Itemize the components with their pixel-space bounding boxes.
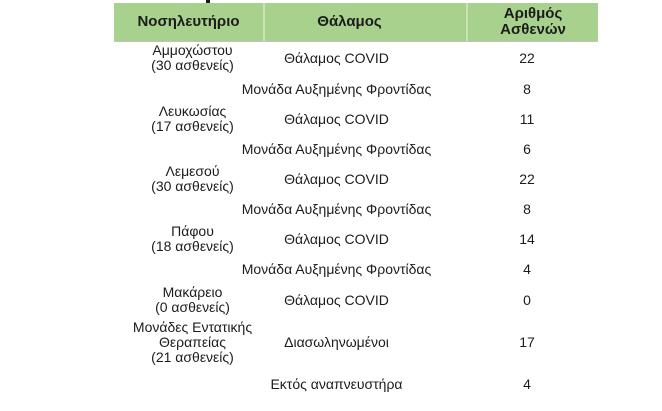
covid-hospitalizations-table: Νοσηλευτήριο Θάλαμος Αριθμός Ασθενών Αμμ… <box>114 3 598 400</box>
hospital-cell: Μακάρειο (0 ασθενείς) <box>155 284 230 315</box>
ward-cell: Θάλαμος COVID <box>284 292 389 308</box>
table-row: Μονάδες Εντατικής Θεραπείας (21 ασθενείς… <box>114 316 598 368</box>
table-row: Λευκωσίας (17 ασθενείς) Θάλαμος COVID 11 <box>114 104 598 134</box>
table-row: Μονάδα Αυξημένης Φροντίδας 4 <box>114 254 598 284</box>
count-cell: 8 <box>523 201 531 217</box>
count-cell: 14 <box>519 231 535 247</box>
table-row: Λεμεσού (30 ασθενείς) Θάλαμος COVID 22 <box>114 164 598 194</box>
table-row: Μονάδα Αυξημένης Φροντίδας 6 <box>114 134 598 164</box>
ward-cell: Μονάδα Αυξημένης Φροντίδας <box>241 81 432 97</box>
ward-cell: Μονάδα Αυξημένης Φροντίδας <box>241 201 432 217</box>
count-cell: 6 <box>523 141 531 157</box>
ward-cell: Μονάδα Αυξημένης Φροντίδας <box>241 141 432 157</box>
count-cell: 22 <box>519 50 535 66</box>
header-hospital-label: Νοσηλευτήριο <box>137 13 240 30</box>
table-row: Μονάδα Αυξημένης Φροντίδας 8 <box>114 194 598 224</box>
header-count-label: Αριθμός Ασθενών <box>500 5 566 38</box>
count-cell: 22 <box>519 171 535 187</box>
table-row: Μονάδα Αυξημένης Φροντίδας 8 <box>114 74 598 104</box>
hospital-cell: Λευκωσίας (17 ασθενείς) <box>151 103 234 134</box>
table-row: Μακάρειο (0 ασθενείς) Θάλαμος COVID 0 <box>114 284 598 316</box>
count-cell: 11 <box>519 111 535 127</box>
ward-cell: Θάλαμος COVID <box>284 111 389 127</box>
ward-cell: Θάλαμος COVID <box>284 231 389 247</box>
hospital-cell: Μονάδες Εντατικής Θεραπείας (21 ασθενείς… <box>132 318 253 365</box>
table-row: Αμμοχώστου (30 ασθενείς) Θάλαμος COVID 2… <box>114 42 598 74</box>
hospital-cell: Πάφου (18 ασθενείς) <box>151 223 234 254</box>
ward-cell: Διασωληνωμένοι <box>284 334 389 350</box>
count-cell: 17 <box>519 334 535 350</box>
ward-cell: Θάλαμος COVID <box>284 50 389 66</box>
table-row: Εκτός αναπνευστήρα 4 <box>114 368 598 400</box>
ward-cell: Θάλαμος COVID <box>284 171 389 187</box>
hospital-cell: Λεμεσού (30 ασθενείς) <box>151 163 234 194</box>
header-ward-label: Θάλαμος <box>317 13 382 30</box>
header-cell-hospital: Νοσηλευτήριο <box>114 3 263 41</box>
header-cell-ward: Θάλαμος <box>263 3 466 41</box>
table-row: Πάφου (18 ασθενείς) Θάλαμος COVID 14 <box>114 224 598 254</box>
count-cell: 0 <box>523 292 531 308</box>
header-cell-count: Αριθμός Ασθενών <box>466 3 598 41</box>
ward-cell: Μονάδα Αυξημένης Φροντίδας <box>241 261 432 277</box>
count-cell: 4 <box>523 376 531 392</box>
count-cell: 4 <box>523 261 531 277</box>
ward-cell: Εκτός αναπνευστήρα <box>270 376 403 392</box>
table-header-row: Νοσηλευτήριο Θάλαμος Αριθμός Ασθενών <box>114 3 598 42</box>
hospital-cell: Αμμοχώστου (30 ασθενείς) <box>151 42 234 73</box>
cropped-text-artifact <box>206 0 210 5</box>
count-cell: 8 <box>523 81 531 97</box>
